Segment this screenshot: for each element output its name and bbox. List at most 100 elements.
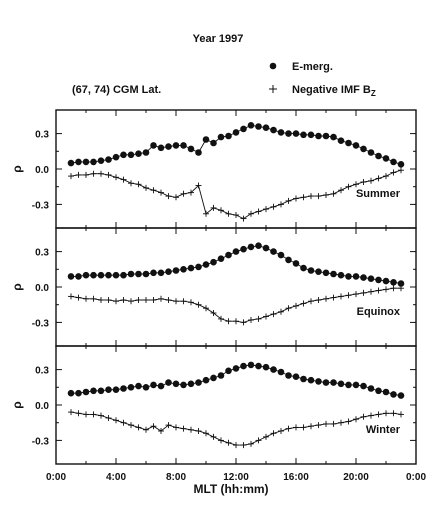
data-point bbox=[97, 157, 105, 164]
data-point bbox=[157, 144, 165, 152]
data-point bbox=[345, 381, 352, 389]
data-point bbox=[203, 430, 209, 437]
y-tick-label: 0.3 bbox=[35, 366, 49, 377]
data-point bbox=[128, 180, 134, 187]
data-point bbox=[218, 437, 224, 444]
season-label: Winter bbox=[366, 424, 401, 436]
data-point bbox=[293, 424, 299, 431]
data-point bbox=[127, 384, 135, 391]
panel-winter: 0.3 0.0 -0.3 ρ Winter bbox=[10, 345, 417, 465]
data-point bbox=[180, 381, 187, 389]
data-point bbox=[82, 158, 90, 166]
data-point bbox=[120, 176, 127, 183]
data-point bbox=[217, 133, 225, 141]
data-point bbox=[285, 197, 292, 204]
data-point bbox=[383, 173, 389, 180]
data-point bbox=[382, 155, 390, 162]
data-point bbox=[390, 158, 397, 166]
data-point bbox=[210, 433, 217, 440]
data-point bbox=[165, 297, 172, 303]
data-point bbox=[68, 293, 74, 300]
data-point bbox=[315, 378, 322, 385]
data-point bbox=[255, 208, 262, 215]
data-point bbox=[75, 158, 82, 166]
data-point bbox=[240, 245, 247, 253]
data-point bbox=[165, 143, 172, 150]
data-point bbox=[308, 193, 314, 200]
data-point bbox=[97, 387, 105, 395]
data-point bbox=[352, 142, 360, 149]
data-point bbox=[135, 424, 142, 431]
data-point bbox=[330, 294, 337, 301]
data-point bbox=[225, 210, 232, 217]
data-point bbox=[263, 313, 269, 320]
data-point bbox=[248, 210, 254, 217]
data-point bbox=[75, 389, 82, 397]
data-point bbox=[307, 267, 315, 274]
data-point bbox=[263, 206, 269, 213]
data-point bbox=[150, 142, 157, 149]
data-point bbox=[397, 161, 405, 168]
data-point bbox=[397, 280, 405, 287]
data-point bbox=[105, 156, 112, 163]
data-point bbox=[135, 150, 142, 157]
data-point bbox=[143, 184, 149, 191]
data-point bbox=[323, 295, 329, 302]
data-point bbox=[202, 376, 210, 384]
data-point bbox=[142, 149, 150, 156]
data-point bbox=[345, 273, 352, 280]
data-point bbox=[390, 410, 397, 417]
data-point bbox=[172, 380, 180, 388]
data-point bbox=[68, 409, 74, 416]
data-point bbox=[105, 386, 112, 394]
series-imf-bz bbox=[68, 167, 404, 222]
data-point bbox=[338, 419, 344, 426]
series-line bbox=[70, 287, 401, 323]
data-point bbox=[270, 311, 277, 318]
data-point bbox=[375, 175, 382, 182]
data-point bbox=[113, 174, 119, 181]
data-point bbox=[172, 142, 180, 149]
data-point bbox=[360, 413, 367, 420]
legend-emerg-label: E-merg. bbox=[292, 61, 333, 73]
data-point bbox=[247, 361, 255, 369]
data-point bbox=[187, 380, 195, 388]
y-tick-label: -0.3 bbox=[32, 318, 50, 329]
data-point bbox=[308, 423, 314, 430]
legend-imf-marker bbox=[269, 85, 277, 93]
data-point bbox=[120, 297, 127, 303]
data-point bbox=[142, 270, 150, 278]
data-point bbox=[90, 387, 97, 395]
series-imf-bz bbox=[68, 285, 404, 326]
series-imf-bz bbox=[68, 409, 404, 449]
data-point bbox=[90, 295, 97, 302]
data-point bbox=[158, 428, 164, 434]
data-point bbox=[360, 145, 367, 153]
season-label: Summer bbox=[356, 188, 401, 200]
legend-imf-label-main: Negative IMF B bbox=[292, 84, 371, 96]
data-point bbox=[225, 318, 232, 325]
data-point bbox=[90, 158, 97, 166]
data-point bbox=[398, 285, 404, 292]
data-point bbox=[292, 130, 300, 137]
data-point bbox=[345, 139, 352, 147]
data-point bbox=[270, 430, 277, 437]
data-point bbox=[315, 132, 322, 140]
data-point bbox=[105, 171, 112, 178]
data-point bbox=[277, 129, 285, 136]
data-point bbox=[75, 294, 82, 301]
data-point bbox=[293, 195, 299, 202]
data-point bbox=[315, 193, 322, 200]
data-point bbox=[135, 270, 142, 278]
data-point bbox=[367, 275, 375, 283]
data-point bbox=[368, 412, 374, 419]
x-tick-label: 8:00 bbox=[166, 472, 186, 483]
data-point bbox=[105, 415, 112, 421]
data-point bbox=[180, 190, 187, 197]
data-point bbox=[82, 271, 90, 279]
data-point bbox=[203, 305, 209, 312]
data-point bbox=[300, 131, 307, 139]
data-point bbox=[157, 382, 165, 390]
chart-title: Year 1997 bbox=[193, 33, 244, 45]
